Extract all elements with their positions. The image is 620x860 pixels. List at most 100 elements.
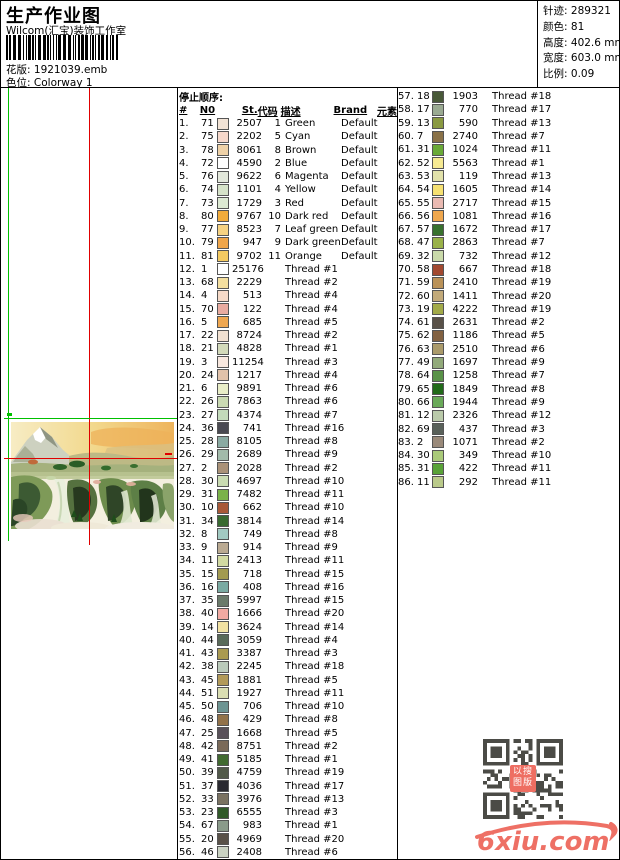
needle-number: 37	[201, 780, 214, 792]
color-chip	[432, 396, 444, 409]
needle-number: 4	[201, 290, 208, 302]
col-hash: #	[179, 105, 188, 116]
color-chip	[217, 170, 229, 183]
red-stamp: 以搜 图版	[510, 765, 536, 792]
stop-sequence: 44.	[179, 687, 195, 699]
thread-description: Thread #18	[492, 91, 552, 103]
needle-number: 75	[201, 131, 214, 143]
color-chip-cell	[432, 436, 446, 449]
color-chip-cell	[432, 423, 446, 436]
col-stitches: St.	[241, 105, 258, 116]
stop-sequence: 4.	[179, 157, 189, 169]
stitch-count: 2202	[236, 131, 262, 143]
stop-sequence: 19.	[179, 356, 195, 368]
thread-description: Thread #3	[285, 648, 338, 660]
thread-description: Thread #18	[492, 264, 552, 275]
needle-number: 71	[201, 118, 214, 130]
color-chip	[217, 157, 229, 170]
thread-row: 1. 71 2507 1 Green Default	[179, 117, 397, 130]
stitch-count: 3814	[236, 515, 262, 527]
color-chip-cell	[432, 210, 446, 223]
needle-number: 57	[417, 224, 430, 236]
needle-number: 8	[201, 528, 208, 540]
thread-description: Thread #13	[285, 793, 345, 805]
stitch-count: 1729	[236, 197, 262, 209]
stitch-count: 2689	[236, 449, 262, 461]
color-chip	[432, 250, 444, 263]
color-chip-cell	[217, 515, 232, 528]
stop-sequence: 48.	[179, 740, 195, 752]
color-chip	[432, 303, 444, 316]
stitch-count: 2717	[452, 197, 478, 209]
stitch-count: 2740	[452, 131, 478, 143]
stitch-count: 5185	[236, 754, 262, 766]
col-element: 元素	[377, 107, 397, 118]
thread-description: Thread #4	[285, 303, 338, 315]
needle-number: 31	[417, 463, 430, 475]
color-chip-cell	[217, 700, 232, 713]
color-chip	[432, 183, 444, 196]
color-chip	[217, 210, 229, 223]
thread-row: 54. 67 983 Thread #1	[179, 819, 397, 832]
thread-description: Thread #1	[285, 343, 338, 355]
thread-row: 78. 64 1258 Thread #7	[398, 369, 576, 382]
stop-sequence: 8.	[179, 210, 189, 222]
color-chip-cell	[432, 130, 446, 143]
stitch-count: 1944	[452, 396, 478, 408]
color-chip-cell	[217, 210, 232, 223]
thread-row: 48. 42 8751 Thread #2	[179, 740, 397, 753]
thread-description: Thread #5	[285, 727, 338, 739]
color-chip-cell	[432, 143, 446, 156]
thread-row: 64. 54 1605 Thread #14	[398, 183, 576, 196]
stop-sequence: 72.	[398, 290, 414, 302]
stop-sequence: 42.	[179, 661, 195, 673]
stitch-count: 8523	[236, 224, 262, 236]
thread-row: 75. 62 1186 Thread #5	[398, 329, 576, 342]
color-chip-cell	[217, 183, 232, 196]
stop-order-header: 停止顺序:	[179, 93, 223, 104]
color-chip	[432, 436, 444, 449]
needle-number: 79	[201, 237, 214, 249]
site-watermark-text: 6xiu.com	[477, 827, 610, 857]
stop-sequence: 56.	[179, 846, 195, 858]
col-brand: Brand	[333, 105, 368, 116]
thread-description: Thread #10	[492, 450, 552, 462]
color-chip	[217, 488, 229, 501]
stop-sequence: 27.	[179, 462, 195, 474]
thread-description: Cyan	[285, 131, 311, 143]
color-chip	[217, 316, 229, 329]
thread-description: Thread #2	[492, 317, 545, 329]
needle-number: 78	[201, 144, 214, 156]
thread-description: Thread #18	[285, 661, 345, 673]
thread-row: 86. 11 292 Thread #11	[398, 476, 576, 489]
code-value: 3	[274, 197, 281, 209]
color-chip-cell	[217, 395, 232, 408]
thread-description: Thread #20	[285, 608, 345, 620]
needle-number: 40	[201, 608, 214, 620]
thread-row: 47. 25 1668 Thread #5	[179, 727, 397, 740]
thread-description: Thread #5	[285, 674, 338, 686]
thread-description: Thread #1	[285, 820, 338, 832]
stop-sequence: 28.	[179, 475, 195, 487]
needle-number: 31	[417, 144, 430, 156]
color-chip	[217, 581, 229, 594]
color-chip-cell	[217, 793, 232, 806]
color-chip-cell	[217, 819, 232, 832]
thread-row: 42. 38 2245 Thread #18	[179, 660, 397, 673]
stitch-count: 8105	[236, 436, 262, 448]
needle-number: 26	[201, 396, 214, 408]
thread-row: 79. 65 1849 Thread #8	[398, 383, 576, 396]
color-chip	[217, 806, 229, 819]
thread-row: 29. 31 7482 Thread #11	[179, 488, 397, 501]
thread-description: Thread #20	[492, 290, 552, 302]
color-chip-cell	[432, 117, 446, 130]
code-value: 9	[274, 237, 281, 249]
color-chip-cell	[217, 289, 232, 302]
needle-number: 66	[417, 396, 430, 408]
color-chip	[217, 674, 229, 687]
stop-sequence: 23.	[179, 409, 195, 421]
stitch-count: 947	[242, 237, 262, 249]
needle-number: 34	[201, 515, 214, 527]
color-chip-cell	[217, 144, 232, 157]
thread-description: Thread #2	[492, 436, 545, 448]
